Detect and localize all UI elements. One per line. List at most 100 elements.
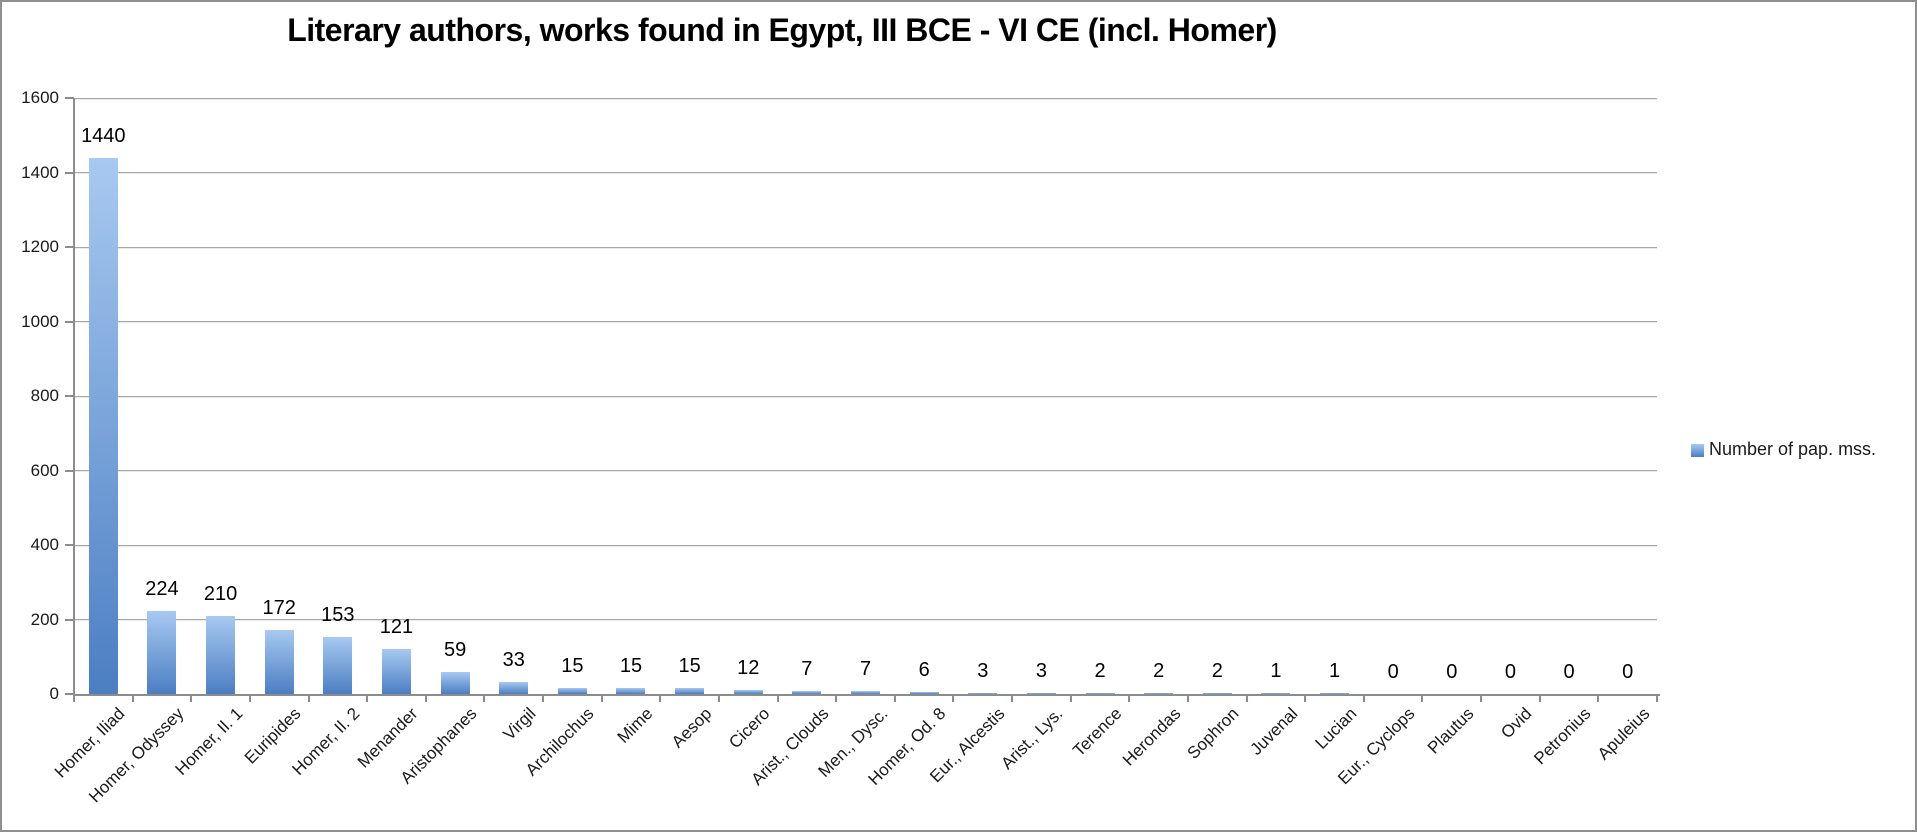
bar — [675, 688, 705, 694]
x-tick — [131, 694, 134, 702]
x-tick — [1480, 694, 1483, 702]
bar-value-label: 172 — [262, 596, 296, 619]
x-tick — [1245, 694, 1248, 702]
bar-value-label: 7 — [859, 658, 872, 681]
y-tick — [65, 97, 74, 99]
y-tick-label: 800 — [30, 386, 59, 405]
y-tick — [65, 320, 74, 323]
bar — [1320, 693, 1350, 694]
x-tick — [893, 694, 896, 702]
x-tick — [1186, 694, 1189, 702]
x-tick — [1362, 694, 1365, 702]
x-axis-line — [73, 694, 1660, 696]
bar-value-label: 2 — [1153, 660, 1165, 682]
bar — [499, 681, 529, 694]
x-tick — [600, 694, 603, 702]
x-tick — [424, 694, 427, 702]
bar — [147, 610, 177, 694]
x-tick — [1421, 694, 1424, 702]
bar-value-label: 2 — [1211, 660, 1223, 682]
bar-value-label: 15 — [619, 655, 643, 678]
y-tick — [65, 544, 74, 546]
bar-value-label: 15 — [678, 655, 701, 678]
x-tick — [483, 694, 486, 702]
y-tick — [65, 469, 74, 472]
bar — [88, 157, 118, 694]
x-tick — [952, 694, 955, 702]
y-gridline — [74, 172, 1657, 173]
bar-value-label: 121 — [379, 615, 414, 638]
legend: Number of pap. mss. — [1691, 438, 1876, 460]
y-tick — [65, 171, 74, 174]
bar-value-label: 1440 — [81, 124, 126, 147]
bar — [1202, 693, 1232, 694]
y-tick-label: 0 — [49, 684, 59, 703]
bar — [381, 648, 411, 694]
y-axis-line — [73, 98, 75, 696]
bar-value-label: 1 — [1328, 660, 1341, 682]
bar-value-label: 33 — [502, 648, 525, 671]
bar — [733, 689, 763, 694]
bar-value-label: 0 — [1387, 661, 1399, 683]
x-tick — [659, 694, 662, 702]
bar-value-label: 12 — [737, 656, 760, 679]
bar — [1085, 693, 1115, 694]
y-gridline — [74, 544, 1657, 546]
x-tick — [776, 694, 779, 702]
x-tick — [73, 694, 75, 702]
bar — [909, 691, 939, 694]
y-tick-label: 1200 — [21, 237, 59, 256]
x-tick — [1538, 694, 1541, 702]
y-tick-label: 1000 — [21, 311, 59, 331]
bar-value-label: 2 — [1094, 660, 1106, 682]
x-tick — [1011, 694, 1014, 702]
x-tick — [1069, 694, 1072, 702]
bar — [616, 688, 646, 694]
legend-series-marker-icon — [1691, 443, 1704, 457]
bar — [440, 672, 470, 694]
bar-value-label: 3 — [977, 659, 989, 682]
y-gridline — [74, 97, 1657, 99]
x-tick — [307, 694, 310, 702]
legend-series-label: Number of pap. mss. — [1709, 439, 1877, 459]
bar-value-label: 153 — [321, 604, 355, 626]
y-gridline — [74, 321, 1657, 322]
x-tick — [248, 694, 251, 702]
bar-value-label: 0 — [1504, 661, 1516, 683]
bar-value-label: 59 — [443, 639, 467, 662]
bar-value-label: 6 — [918, 658, 930, 681]
bar — [1026, 692, 1056, 694]
bar — [968, 692, 998, 694]
x-tick — [1128, 694, 1131, 702]
y-gridline — [74, 246, 1657, 248]
bar-value-label: 15 — [561, 655, 584, 678]
y-tick-label: 1400 — [21, 162, 59, 182]
y-tick — [65, 395, 74, 397]
bar-value-label: 3 — [1035, 659, 1047, 682]
bar — [323, 637, 353, 694]
y-tick-label: 600 — [30, 460, 59, 480]
bar-value-label: 224 — [145, 577, 179, 600]
x-tick — [1656, 694, 1658, 702]
y-tick-label: 400 — [30, 535, 59, 554]
x-tick — [366, 694, 369, 702]
y-gridline — [74, 470, 1657, 471]
y-tick — [65, 618, 74, 621]
y-tick-label: 200 — [30, 609, 59, 629]
bar — [557, 688, 587, 694]
bar — [264, 629, 294, 694]
bar-value-label: 7 — [801, 658, 813, 681]
x-tick — [1304, 694, 1307, 702]
y-gridline — [74, 395, 1657, 397]
bar-value-label: 210 — [203, 582, 238, 605]
y-tick — [65, 693, 74, 695]
bar — [792, 691, 822, 694]
x-tick — [190, 694, 193, 702]
y-gridline — [74, 619, 1657, 620]
chart-title: Literary authors, works found in Egypt, … — [287, 12, 1277, 48]
x-tick — [835, 694, 838, 702]
x-tick — [717, 694, 720, 702]
x-tick — [1597, 694, 1600, 702]
y-tick-label: 1600 — [21, 88, 59, 107]
